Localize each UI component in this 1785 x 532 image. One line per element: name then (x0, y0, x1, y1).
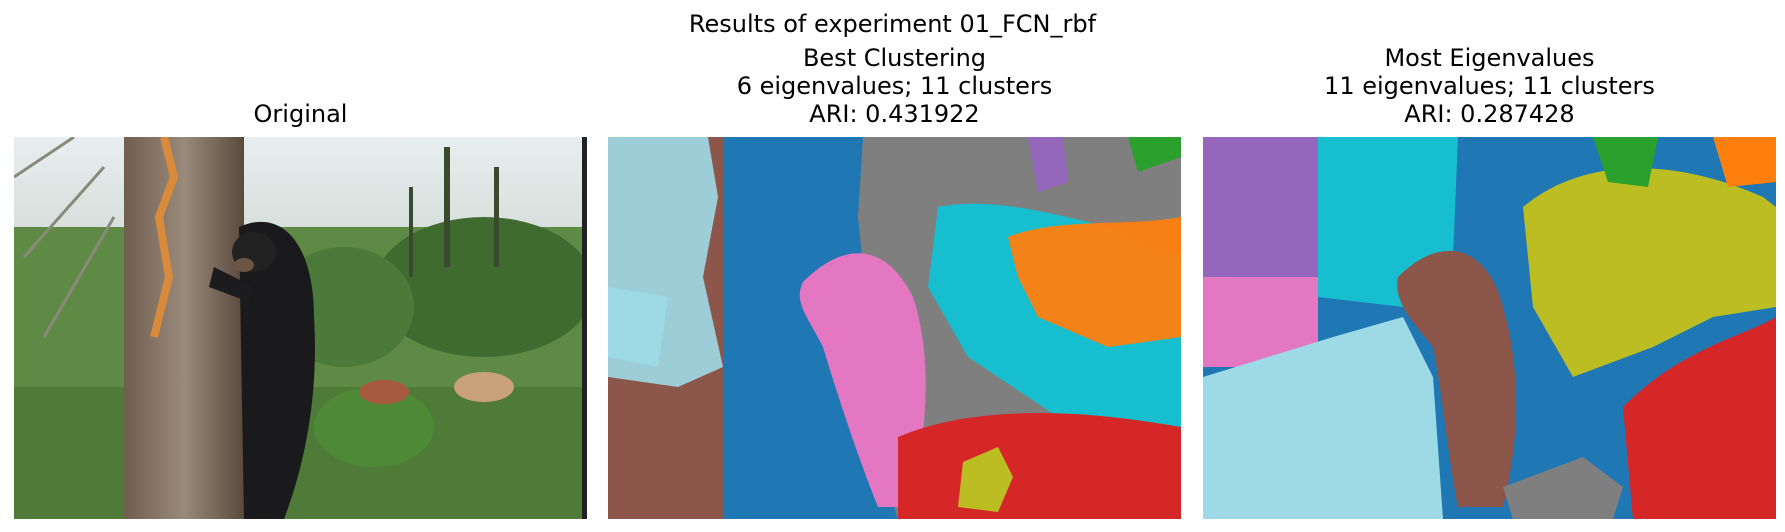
original-image (14, 137, 587, 519)
panel-title-line: Best Clustering (802, 44, 987, 72)
segmentation-image-most-eigenvalues (1203, 137, 1776, 519)
panel-original: Original (14, 0, 587, 532)
figure-suptitle: Results of experiment 01_FCN_rbf (688, 10, 1097, 38)
panel-title-line: ARI: 0.287428 (1404, 100, 1575, 128)
panel-title-line: Original (253, 100, 348, 128)
panel-title-line: ARI: 0.431922 (809, 100, 980, 128)
panel-title-line: Most Eigenvalues (1384, 44, 1595, 72)
panel-title: Most Eigenvalues 11 eigenvalues; 11 clus… (1203, 44, 1776, 128)
segmentation-image-best (608, 137, 1181, 519)
panel-most-eigenvalues: Most Eigenvalues 11 eigenvalues; 11 clus… (1203, 0, 1776, 532)
panel-title: Original (14, 100, 587, 128)
panel-best-clustering: Best Clustering 6 eigenvalues; 11 cluste… (608, 0, 1181, 532)
panel-title-line: 6 eigenvalues; 11 clusters (736, 72, 1053, 100)
panel-title-line: 11 eigenvalues; 11 clusters (1324, 72, 1655, 100)
panel-title: Best Clustering 6 eigenvalues; 11 cluste… (608, 44, 1181, 128)
